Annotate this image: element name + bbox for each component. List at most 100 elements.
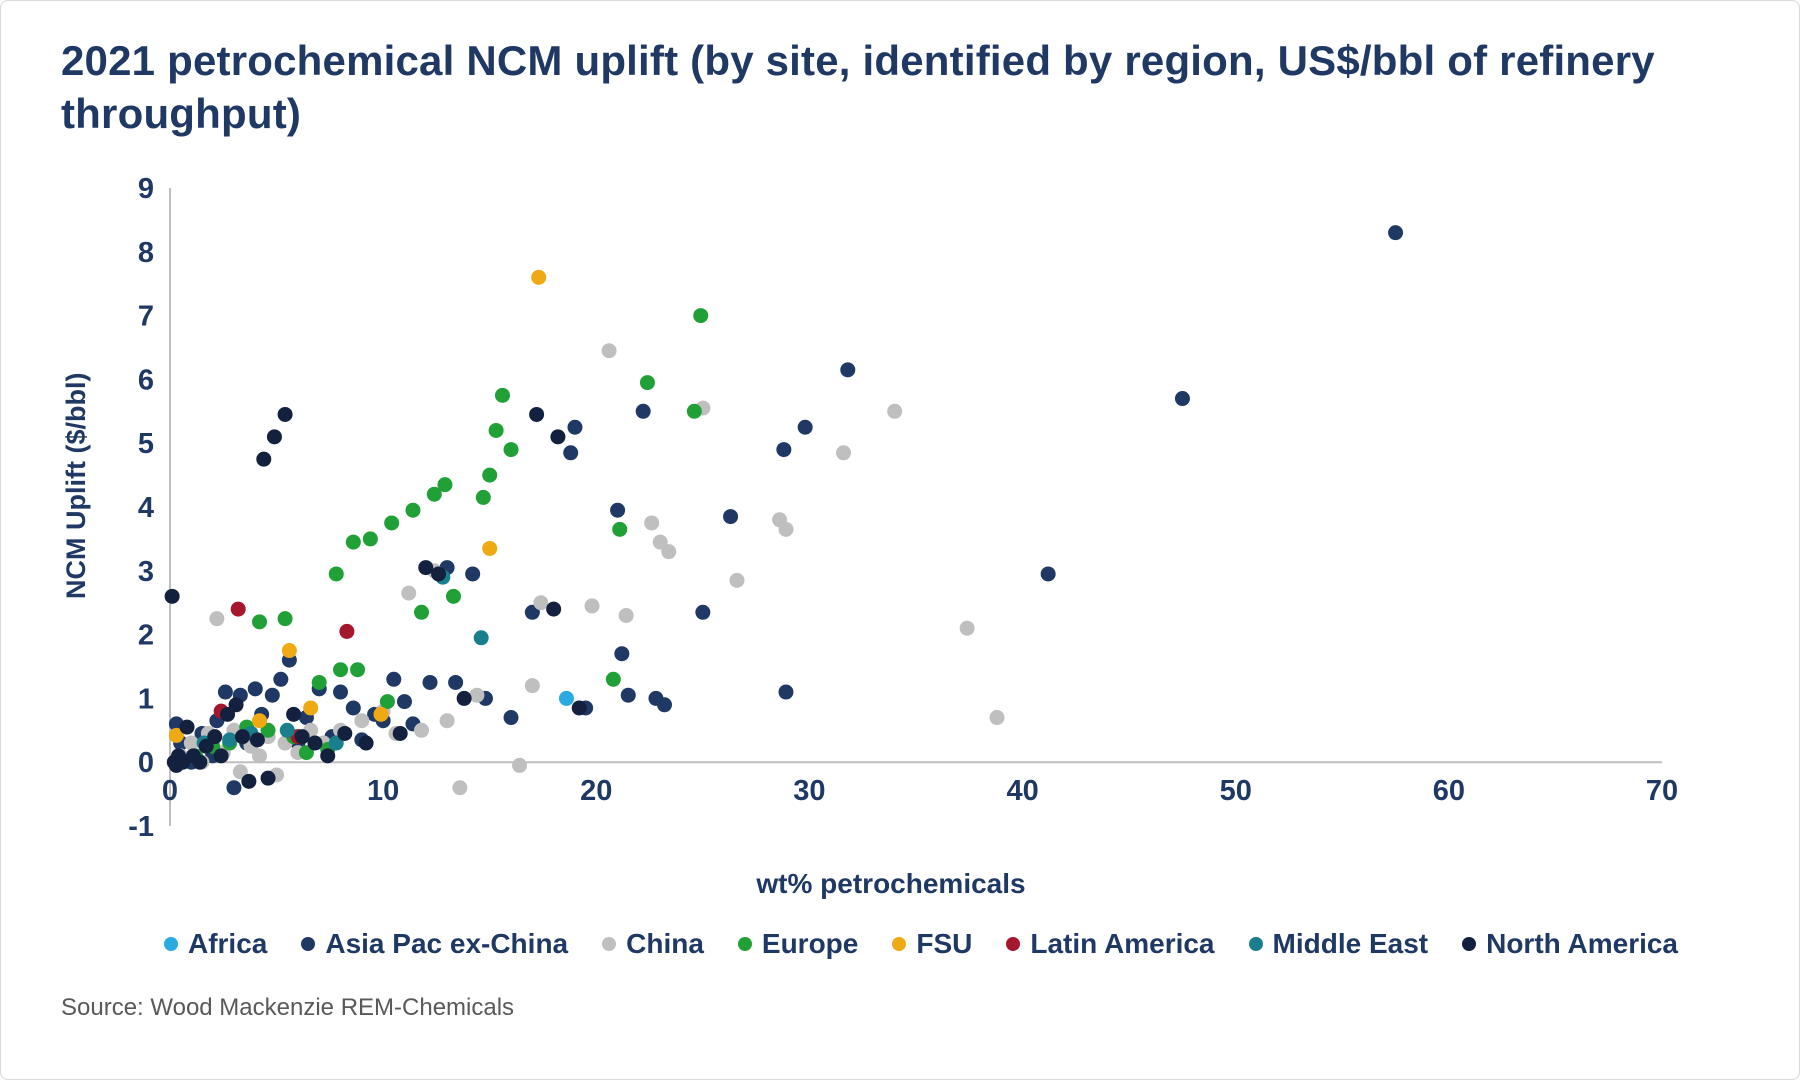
x-axis-tick-label: 50 [1220, 775, 1252, 807]
data-point [426, 486, 442, 502]
chart-area: NCM Uplift ($/bbl) -1 0 1 2 3 4 5 6 7 8 9 0 10 20 30 40… [61, 166, 1739, 866]
data-point [797, 419, 813, 435]
y-axis-tick-label: 7 [138, 301, 154, 333]
data-point [209, 611, 225, 627]
data-point [445, 588, 461, 604]
source-attribution: Source: Wood Mackenzie REM-Chemicals [61, 994, 515, 1021]
data-point [620, 687, 636, 703]
data-point [320, 748, 336, 764]
data-point [279, 722, 295, 738]
x-axis-tick-label: 40 [1006, 775, 1038, 807]
data-point [550, 429, 566, 445]
data-point [213, 748, 229, 764]
x-axis-title: wt% petrochemicals [756, 868, 1026, 899]
data-point [247, 681, 263, 697]
data-point [281, 643, 297, 659]
data-point [192, 754, 208, 770]
data-point [260, 722, 276, 738]
data-point [328, 566, 344, 582]
data-point [379, 694, 395, 710]
data-point [584, 598, 600, 614]
data-point [303, 700, 319, 716]
data-point [469, 687, 485, 703]
data-point [226, 780, 242, 796]
data-point [307, 735, 323, 751]
data-point [396, 694, 412, 710]
y-axis-tick-label: 8 [138, 237, 154, 269]
data-point [350, 662, 366, 678]
data-point [778, 684, 794, 700]
data-point [198, 738, 214, 754]
data-point [437, 477, 453, 493]
data-point [373, 706, 389, 722]
legend-dot-icon [301, 937, 316, 951]
data-point [241, 773, 257, 789]
legend-dot-icon [892, 937, 907, 951]
data-point [277, 406, 293, 422]
data-point [164, 588, 180, 604]
data-point [567, 419, 583, 435]
data-point [358, 735, 374, 751]
x-axis-tick-label: 30 [793, 775, 825, 807]
data-point [635, 403, 651, 419]
y-axis-tick-label: 4 [138, 492, 154, 524]
data-point [482, 540, 498, 556]
data-point [533, 595, 549, 611]
data-point [488, 422, 504, 438]
data-point [230, 601, 246, 617]
data-point [405, 502, 421, 518]
data-point [354, 713, 370, 729]
data-point [431, 566, 447, 582]
data-point [414, 722, 430, 738]
data-point [959, 620, 975, 636]
data-point [337, 725, 353, 741]
data-point [524, 678, 540, 694]
data-point [456, 690, 472, 706]
data-point [311, 674, 327, 690]
legend-dot-icon [1248, 937, 1263, 951]
data-point [294, 729, 310, 745]
legend-dot-icon [737, 937, 752, 951]
data-point [729, 572, 745, 588]
data-point [840, 362, 856, 378]
data-point [656, 697, 672, 713]
data-point [333, 684, 349, 700]
data-point [512, 757, 528, 773]
data-point [531, 269, 547, 285]
data-point [503, 710, 519, 726]
data-point [887, 403, 903, 419]
x-axis-tick-label: 10 [367, 775, 399, 807]
legend-item: Africa [163, 928, 267, 960]
y-axis-tick-label: 3 [138, 556, 154, 588]
y-axis-title: NCM Uplift ($/bbl) [61, 372, 91, 600]
data-point [495, 387, 511, 403]
legend-label: Latin America [1030, 928, 1215, 959]
legend-item: FSU [892, 928, 972, 960]
legend-item: China [602, 928, 704, 960]
data-point [558, 690, 574, 706]
legend-item: Asia Pac ex-China [301, 928, 568, 960]
data-point [652, 534, 668, 550]
data-point [249, 732, 265, 748]
data-point [644, 515, 660, 531]
data-point [217, 684, 233, 700]
legend-label: China [626, 928, 704, 959]
data-point [693, 308, 709, 324]
y-axis-tick-label: 0 [138, 747, 154, 779]
data-point [339, 623, 355, 639]
y-axis-tick-label: -1 [128, 811, 154, 843]
data-point [168, 727, 184, 743]
data-point [503, 442, 519, 458]
y-axis-tick-label: 5 [138, 428, 154, 460]
data-point [546, 601, 562, 617]
data-point [524, 604, 540, 620]
data-point [222, 732, 238, 748]
data-point [439, 713, 455, 729]
legend-label: FSU [916, 928, 973, 959]
data-point [266, 429, 282, 445]
data-point [183, 735, 199, 751]
data-point [220, 706, 236, 722]
y-axis-tick-label: 6 [138, 364, 154, 396]
data-point [465, 566, 481, 582]
